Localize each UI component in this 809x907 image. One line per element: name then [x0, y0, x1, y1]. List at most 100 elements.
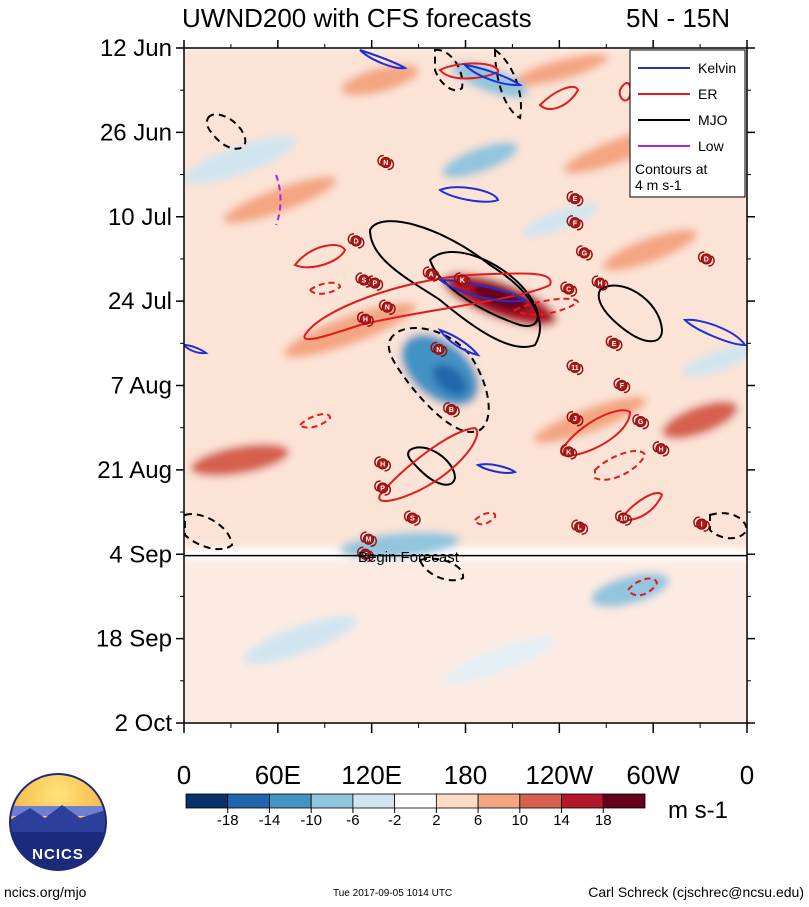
storm-marker: K [560, 444, 578, 460]
storm-marker-disc [381, 301, 393, 313]
storm-marker-label: E [612, 341, 617, 348]
colorbar-tick-label: -6 [346, 812, 359, 829]
storm-marker-swirl [360, 531, 367, 543]
storm-marker-disc [655, 443, 667, 455]
er-contour-dashed [513, 297, 580, 316]
colorbar-swatch [310, 793, 354, 809]
storm-marker-label: N [436, 347, 441, 354]
storm-marker-label: S [410, 516, 415, 523]
shade-positive [190, 443, 290, 477]
storm-marker-label: F [620, 383, 625, 390]
shade-positive [341, 64, 419, 96]
er-contour [303, 272, 552, 341]
mjo-contour-dashed [418, 557, 465, 582]
storm-marker-swirl [575, 245, 583, 257]
legend-note-line2: 4 m s-1 [635, 177, 682, 193]
begin-forecast-label: Begin Forecast [358, 549, 460, 566]
storm-marker-label: N [383, 160, 388, 167]
storm-marker-disc [569, 413, 581, 425]
storm-marker: F [566, 215, 584, 231]
storm-marker: A [422, 266, 440, 282]
storm-marker-disc [377, 458, 389, 470]
storm-marker-swirl [566, 410, 574, 423]
storm-marker-swirl [370, 535, 377, 547]
shade-positive [284, 302, 416, 358]
storm-marker-swirl [697, 251, 705, 263]
storm-marker-label: K [460, 278, 465, 285]
storm-marker-swirl [581, 523, 589, 535]
storm-marker-disc [433, 343, 445, 355]
storm-marker-swirl [623, 381, 631, 394]
storm-marker-swirl [443, 401, 450, 414]
storm-marker-disc [569, 193, 581, 205]
y-tick-label: 21 Aug [97, 457, 172, 484]
storm-marker-swirl [374, 456, 381, 468]
er-contour [293, 244, 347, 269]
storm-marker-disc [445, 404, 458, 416]
storm-marker-label: I [701, 522, 703, 529]
storm-marker-swirl [605, 335, 613, 347]
er-contour [618, 492, 664, 522]
storm-marker-disc [569, 361, 581, 374]
storm-markers: GDNEFDGDKHASPCNHEN11FBJGKHHPS10LIME [347, 82, 715, 562]
colorbar-swatch [561, 793, 604, 809]
storm-marker-swirl [615, 339, 623, 352]
storm-marker: N [377, 154, 395, 171]
storm-marker-swirl [357, 546, 364, 558]
storm-marker-disc [359, 313, 372, 325]
storm-marker-swirl [464, 276, 471, 288]
storm-marker-swirl [422, 266, 430, 278]
colorbar-units: m s-1 [668, 797, 728, 824]
er-contour [438, 62, 499, 80]
colorbar: -18 -14 -10 -6 -2 2 6 10 14 18 [185, 793, 646, 829]
storm-marker-label: F [573, 220, 578, 227]
storm-marker-swirl [378, 299, 386, 311]
colorbar-tick-label: -2 [388, 812, 401, 829]
legend-label-mjo: MJO [698, 112, 728, 128]
storm-marker-disc [377, 482, 389, 494]
storm-marker: H [591, 275, 609, 291]
x-tick-label: 120E [341, 760, 402, 790]
y-tick-label: 26 Jun [100, 119, 172, 146]
footer-timestamp: Tue 2017-09-05 1014 UTC [333, 888, 452, 899]
storm-marker-label: D [353, 238, 358, 245]
storm-marker-swirl [384, 484, 392, 496]
storm-marker: N [430, 341, 448, 358]
storm-marker-swirl [560, 281, 567, 293]
storm-marker: 11 [566, 359, 584, 376]
storm-marker-swirl [367, 550, 374, 562]
storm-marker-disc [425, 268, 437, 280]
storm-marker-disc [578, 247, 590, 259]
storm-marker-swirl [347, 233, 355, 245]
storm-marker: F [613, 377, 631, 394]
footer-author: Carl Schreck (cjschrec@ncsu.edu) [588, 884, 804, 900]
storm-marker-label: G [582, 250, 588, 257]
colorbar-swatch [352, 793, 396, 809]
storm-marker: J [566, 410, 584, 427]
storm-marker-label: P [380, 485, 385, 492]
storm-marker-swirl [586, 249, 593, 261]
storm-marker-swirl [414, 514, 421, 526]
storm-marker-label: H [363, 317, 368, 324]
er-contour [538, 85, 580, 110]
storm-marker-swirl [453, 405, 460, 418]
storm-marker-label: E [573, 196, 578, 203]
colorbar-tick-label: -14 [259, 812, 281, 829]
colorbar-swatch [435, 793, 479, 809]
kelvin-contour [437, 328, 481, 357]
storm-marker-swirl [601, 279, 609, 291]
storm-marker-label: A [429, 272, 434, 279]
storm-marker-label: K [566, 449, 571, 456]
storm-marker-disc [574, 521, 586, 533]
legend-note-line1: Contours at [635, 161, 707, 177]
storm-marker-swirl [613, 377, 620, 390]
storm-marker-label: 11 [571, 365, 579, 372]
storm-marker-label: H [658, 446, 663, 453]
storm-marker-label: N [385, 305, 390, 312]
shade-negative [432, 364, 468, 396]
x-tick-label: 60W [626, 760, 680, 790]
storm-marker-swirl [632, 413, 639, 426]
storm-marker: G [632, 413, 650, 430]
storm-marker-swirl [433, 270, 440, 282]
